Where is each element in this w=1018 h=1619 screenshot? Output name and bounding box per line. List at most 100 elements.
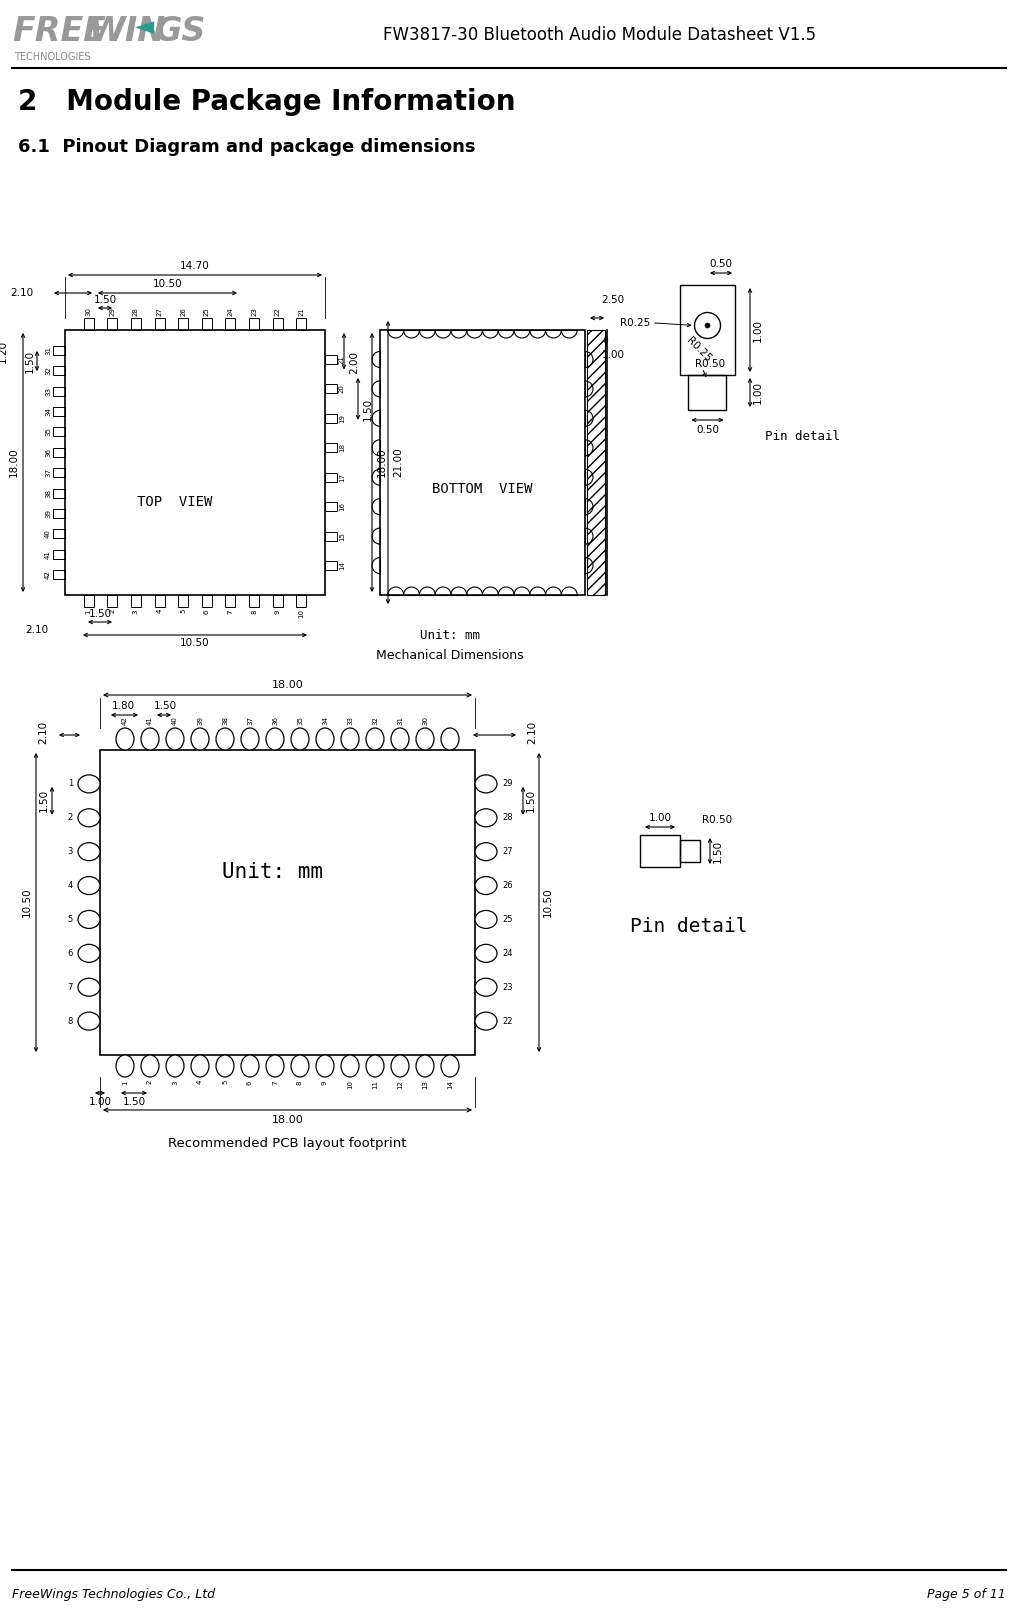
Ellipse shape [116, 729, 134, 750]
Ellipse shape [475, 810, 497, 827]
Text: 1.00: 1.00 [753, 380, 764, 405]
Text: 1: 1 [86, 609, 92, 614]
Text: 4: 4 [68, 881, 73, 890]
Bar [325, 502, 337, 512]
Bar [100, 750, 475, 1056]
Text: 17: 17 [339, 473, 345, 482]
Text: 34: 34 [322, 716, 328, 725]
Text: 35: 35 [297, 716, 303, 725]
Text: ◄: ◄ [135, 15, 155, 39]
Bar [53, 406, 65, 416]
Bar [131, 596, 140, 607]
Bar [325, 384, 337, 393]
Text: 33: 33 [347, 716, 353, 725]
Bar [325, 414, 337, 423]
Bar [273, 596, 283, 607]
Bar [202, 596, 212, 607]
Text: 33: 33 [45, 387, 51, 395]
Text: 21: 21 [339, 355, 345, 364]
Text: 10.50: 10.50 [22, 887, 32, 918]
Text: 1.80: 1.80 [112, 701, 135, 711]
Bar [53, 366, 65, 376]
Text: 9: 9 [322, 1080, 328, 1085]
Ellipse shape [116, 1056, 134, 1077]
Text: 28: 28 [133, 308, 138, 316]
Text: 24: 24 [502, 949, 512, 958]
Ellipse shape [416, 729, 434, 750]
Text: GS: GS [155, 15, 207, 49]
Bar [53, 550, 65, 559]
Text: 38: 38 [45, 489, 51, 497]
Ellipse shape [142, 1056, 159, 1077]
Text: R0.25: R0.25 [620, 317, 651, 327]
Text: 25: 25 [204, 308, 210, 316]
Text: 32: 32 [372, 716, 378, 725]
Ellipse shape [366, 729, 384, 750]
Text: 41: 41 [45, 550, 51, 559]
Text: 8: 8 [67, 1017, 73, 1025]
Ellipse shape [78, 944, 100, 962]
Ellipse shape [216, 729, 234, 750]
Text: 39: 39 [45, 508, 51, 518]
Ellipse shape [191, 1056, 209, 1077]
Text: 23: 23 [502, 983, 513, 992]
Text: 6: 6 [67, 949, 73, 958]
Text: 2.10: 2.10 [38, 720, 48, 743]
Text: 38: 38 [222, 716, 228, 725]
Ellipse shape [475, 876, 497, 895]
Ellipse shape [441, 729, 459, 750]
Text: 3: 3 [133, 609, 138, 614]
Ellipse shape [316, 1056, 334, 1077]
Text: Pin detail: Pin detail [630, 916, 747, 936]
Ellipse shape [78, 978, 100, 996]
Text: 1.00: 1.00 [753, 319, 764, 342]
Text: 12: 12 [397, 1080, 403, 1090]
Ellipse shape [78, 810, 100, 827]
Ellipse shape [475, 910, 497, 928]
Ellipse shape [316, 729, 334, 750]
Text: FreeWings Technologies Co., Ltd: FreeWings Technologies Co., Ltd [12, 1588, 215, 1601]
Bar [65, 330, 325, 596]
Text: 1.50: 1.50 [122, 1098, 146, 1107]
Text: 18.00: 18.00 [272, 680, 303, 690]
Text: 36: 36 [272, 716, 278, 725]
Text: 35: 35 [45, 427, 51, 437]
Circle shape [694, 312, 721, 338]
Ellipse shape [341, 1056, 359, 1077]
Bar [680, 285, 735, 376]
Bar [249, 596, 260, 607]
Text: 18.00: 18.00 [272, 1115, 303, 1125]
Text: 2.10: 2.10 [24, 625, 48, 635]
Ellipse shape [475, 944, 497, 962]
Text: 10.50: 10.50 [180, 638, 210, 648]
Ellipse shape [191, 729, 209, 750]
Text: 26: 26 [180, 308, 186, 316]
Text: 2: 2 [109, 609, 115, 614]
Ellipse shape [78, 842, 100, 861]
Text: 37: 37 [247, 716, 253, 725]
Text: 40: 40 [172, 716, 178, 725]
Text: 16: 16 [339, 502, 345, 512]
Ellipse shape [366, 1056, 384, 1077]
Text: 18: 18 [339, 444, 345, 452]
Text: 7: 7 [272, 1080, 278, 1085]
Text: FREE: FREE [12, 15, 106, 49]
Text: 37: 37 [45, 468, 51, 478]
Bar [688, 376, 727, 410]
Bar [53, 529, 65, 539]
Text: 1.00: 1.00 [602, 350, 624, 359]
Bar [249, 317, 260, 330]
Text: 1: 1 [122, 1080, 128, 1085]
Bar [107, 317, 117, 330]
Text: 2.10: 2.10 [10, 288, 33, 298]
Text: BOTTOM  VIEW: BOTTOM VIEW [433, 482, 532, 495]
Text: 27: 27 [502, 847, 513, 856]
Text: 32: 32 [45, 366, 51, 376]
Text: 2: 2 [68, 813, 73, 822]
Text: 0.50: 0.50 [710, 259, 733, 269]
Text: 31: 31 [397, 716, 403, 725]
Text: 1: 1 [68, 779, 73, 788]
Text: WIN: WIN [88, 15, 165, 49]
Text: 1.00: 1.00 [648, 813, 672, 822]
Text: 40: 40 [45, 529, 51, 538]
